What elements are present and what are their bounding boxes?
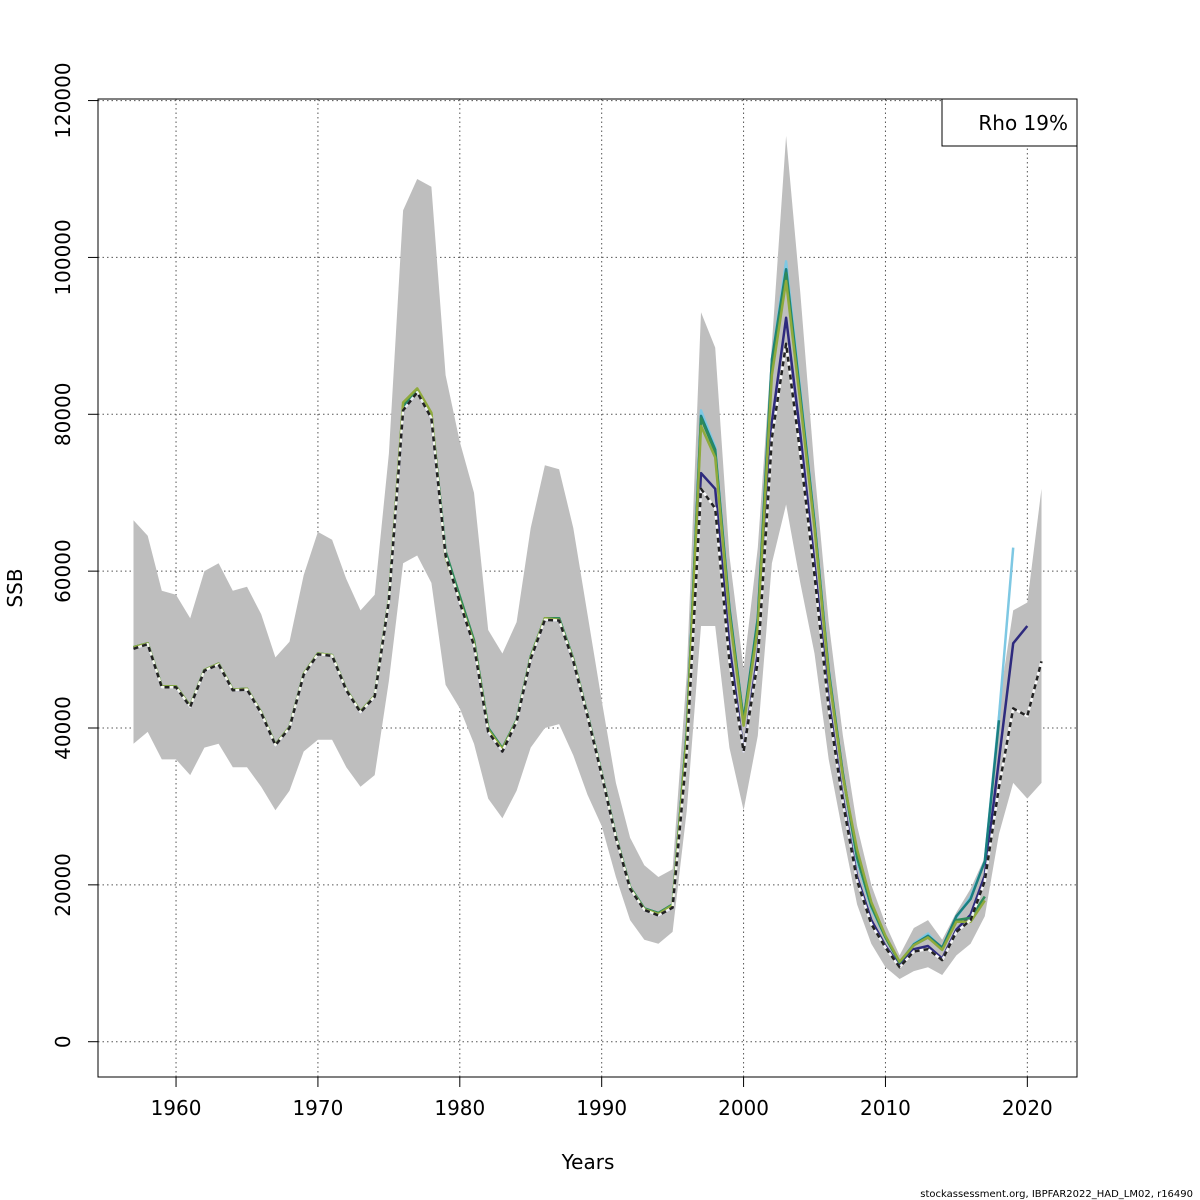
y-tick-label-20000: 20000	[51, 853, 75, 917]
legend-text: Rho 19%	[978, 111, 1068, 135]
plot-frame	[97, 98, 1078, 1078]
confidence-band-area	[133, 135, 1042, 979]
y-tick-label-120000: 120000	[51, 62, 75, 138]
x-tick-label-2000: 2000	[718, 1096, 769, 1120]
y-axis-title: SSB	[3, 568, 27, 607]
x-tick-label-1990: 1990	[576, 1096, 627, 1120]
y-tick-label-60000: 60000	[51, 539, 75, 603]
confidence-band	[133, 135, 1042, 979]
y-tick-label-40000: 40000	[51, 696, 75, 760]
y-tick-label-80000: 80000	[51, 382, 75, 446]
y-tick-label-100000: 100000	[51, 219, 75, 295]
series-line-base	[133, 342, 1043, 969]
x-tick-label-1980: 1980	[434, 1096, 485, 1120]
x-axis: 1960 1970 1980 1990 2000 2010 2020	[151, 1077, 1053, 1120]
y-axis: 0 20000 40000 60000 80000 100000 120000	[51, 62, 98, 1048]
x-axis-title: Years	[561, 1150, 615, 1174]
footer-credit: stockassessment.org, IBPFAR2022_HAD_LM02…	[920, 1189, 1193, 1200]
legend: Rho 19%	[941, 98, 1078, 147]
y-tick-label-0: 0	[51, 1035, 75, 1048]
x-tick-label-1970: 1970	[292, 1096, 343, 1120]
series-lines	[133, 260, 1043, 969]
x-tick-label-1960: 1960	[151, 1096, 202, 1120]
legend-box	[941, 98, 1078, 147]
x-tick-label-2010: 2010	[860, 1096, 911, 1120]
x-tick-label-2020: 2020	[1002, 1096, 1053, 1120]
